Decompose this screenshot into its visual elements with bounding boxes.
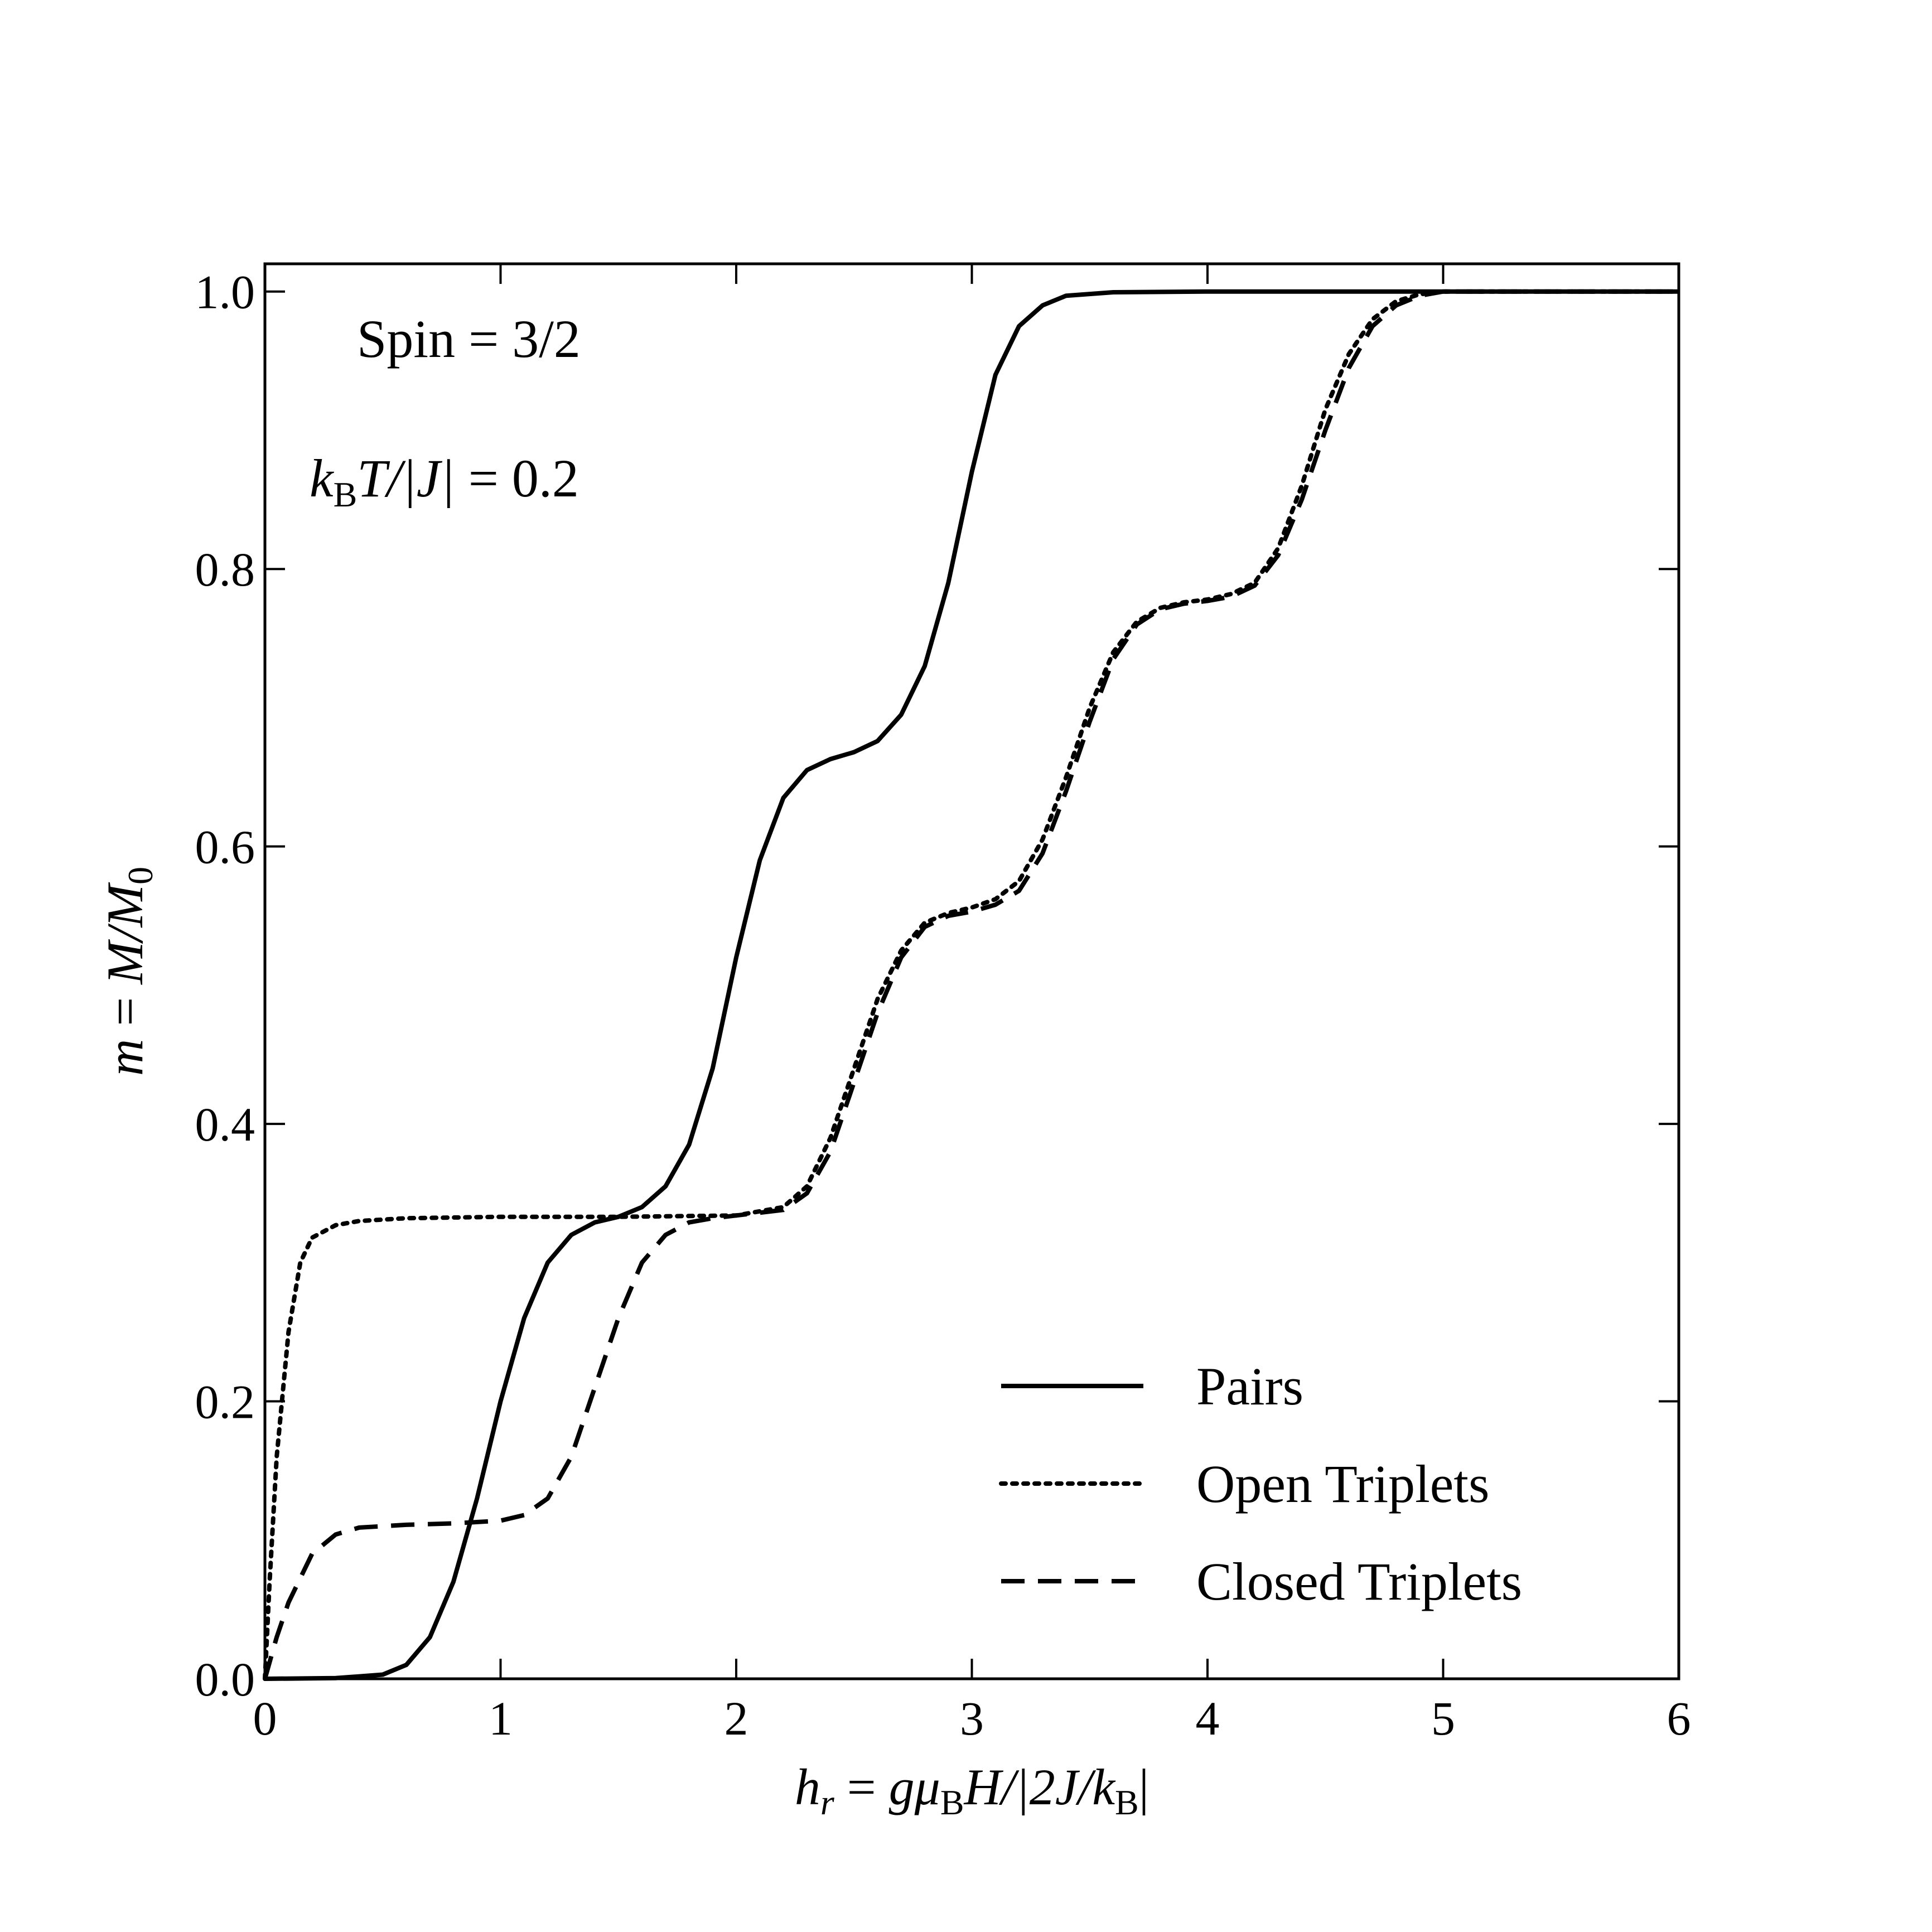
x-axis-label: hr = gμBH/|2J/kB| <box>795 1759 1149 1822</box>
x-tick-label: 5 <box>1431 1692 1455 1745</box>
y-axis-label: m = M/M0 <box>96 867 160 1076</box>
x-tick-label: 3 <box>960 1692 984 1745</box>
x-tick-label: 6 <box>1667 1692 1691 1745</box>
legend-label: Open Triplets <box>1196 1454 1489 1514</box>
y-tick-label: 0.4 <box>195 1098 255 1151</box>
series-line-open-triplets <box>263 289 1681 1681</box>
series-layer <box>263 289 1681 1681</box>
legend-label: Pairs <box>1196 1356 1303 1416</box>
series-line-pairs <box>264 289 1679 1681</box>
y-tick-label: 0.0 <box>195 1653 255 1706</box>
y-tick-label: 0.8 <box>195 543 255 596</box>
tick-layer: 0 1 2 3 4 5 6 0.0 0.2 0.4 0.6 0.8 1.0 <box>195 264 1691 1745</box>
x-tick-label: 0 <box>253 1692 277 1745</box>
annotation-temperature: kBT/|J| = 0.2 <box>310 448 579 514</box>
y-tick-label: 0.2 <box>195 1375 255 1429</box>
y-tick-label: 0.6 <box>195 820 255 874</box>
legend: Pairs Open Triplets Closed Triplets <box>999 1356 1522 1611</box>
y-tick-label: 1.0 <box>195 265 255 319</box>
legend-label: Closed Triplets <box>1196 1552 1522 1611</box>
x-tick-label: 1 <box>489 1692 513 1745</box>
annotation-spin: Spin = 3/2 <box>357 309 581 369</box>
x-tick-label: 4 <box>1196 1692 1220 1745</box>
x-tick-label: 2 <box>724 1692 748 1745</box>
series-line-closed-triplets <box>263 289 1679 1680</box>
